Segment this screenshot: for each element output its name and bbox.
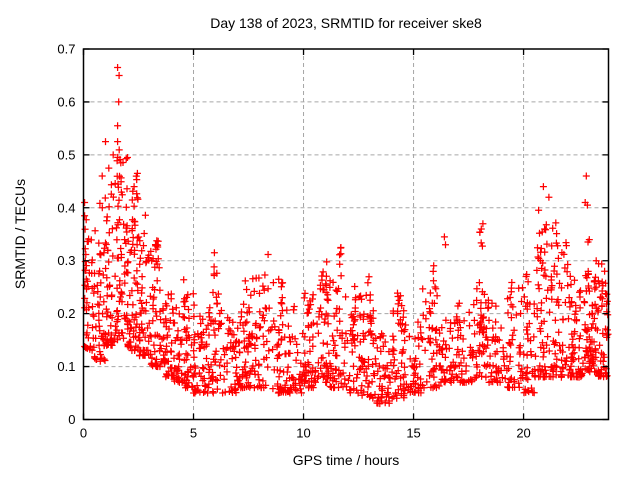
y-tick-label: 0.2	[57, 306, 75, 321]
y-tick-label: 0.3	[57, 253, 75, 268]
chart-title: Day 138 of 2023, SRMTID for receiver ske…	[210, 15, 482, 31]
y-tick-label: 0.1	[57, 359, 75, 374]
y-tick-label: 0.6	[57, 94, 75, 109]
x-tick-label: 0	[80, 426, 87, 441]
x-tick-label: 15	[406, 426, 420, 441]
y-tick-label: 0	[68, 412, 75, 427]
y-tick-label: 0.4	[57, 200, 75, 215]
plot-border	[82, 48, 610, 421]
tick-marks	[82, 48, 609, 421]
tick-labels: 0 5 10 15 20 0 0.1 0.2 0.3 0.4 0.5 0.6 0.7	[57, 42, 530, 441]
y-tick-label: 0.5	[57, 147, 75, 162]
y-tick-label: 0.7	[57, 42, 75, 57]
data-points	[81, 64, 612, 408]
x-tick-label: 20	[516, 426, 530, 441]
x-tick-label: 10	[296, 426, 310, 441]
x-axis-label: GPS time / hours	[292, 452, 400, 468]
x-tick-label: 5	[190, 426, 197, 441]
